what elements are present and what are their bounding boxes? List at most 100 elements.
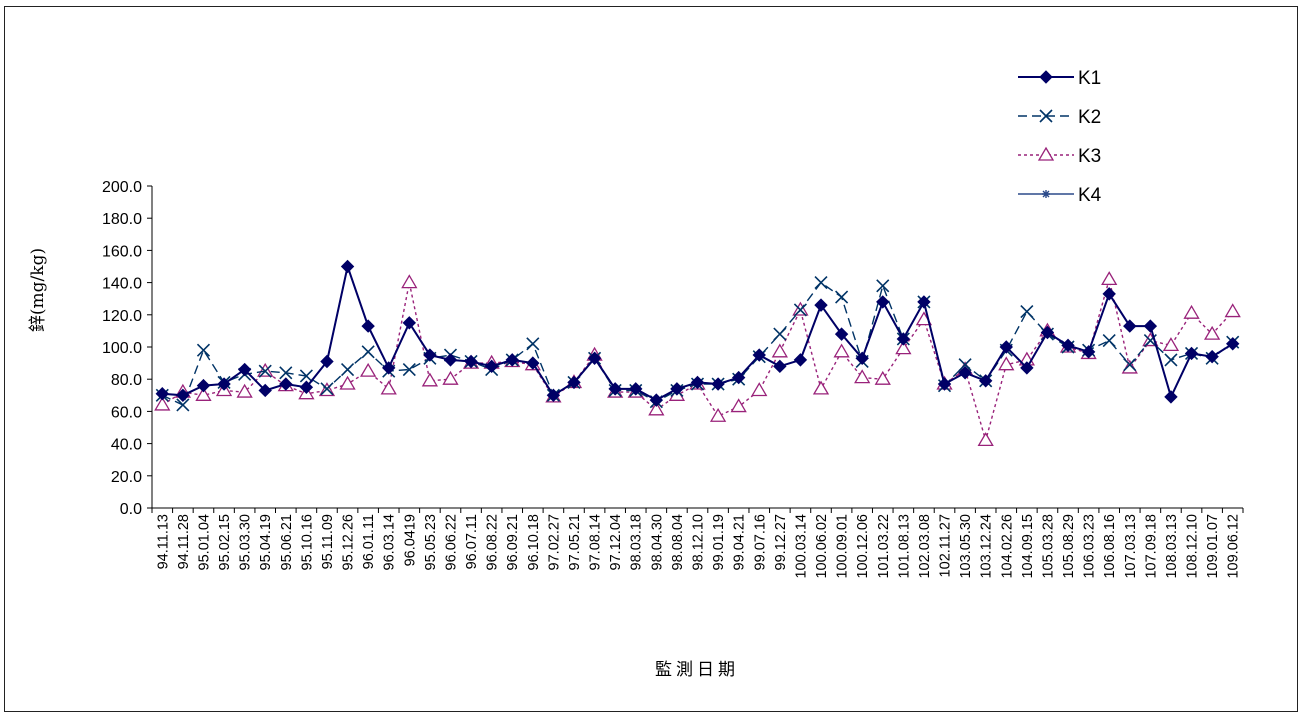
data-point (1205, 349, 1219, 364)
legend-swatch-marker (1037, 146, 1055, 161)
data-point (978, 374, 993, 388)
x-tick-label: 104.02.26 (999, 514, 1015, 579)
data-point (1183, 304, 1200, 319)
x-tick-label: 106.08.16 (1102, 514, 1118, 579)
data-point (773, 359, 787, 374)
data-point (793, 303, 807, 317)
data-point (814, 298, 828, 312)
legend-label: K4 (1078, 185, 1102, 206)
x-tick-label: 109.01.07 (1205, 514, 1221, 579)
data-point (299, 369, 313, 383)
data-point (1061, 338, 1075, 353)
data-point (442, 370, 459, 385)
y-tick-label: 140.0 (102, 276, 142, 293)
data-point (340, 259, 355, 274)
x-tick-label: 99.01.19 (711, 514, 727, 570)
x-axis-title: 監測日期 (655, 660, 739, 680)
data-point (361, 345, 375, 359)
data-point (401, 274, 418, 289)
x-tick-label: 96.0419 (402, 514, 418, 566)
data-point (752, 348, 766, 362)
data-point (361, 319, 375, 333)
data-point (835, 290, 849, 304)
data-point (854, 369, 871, 384)
data-point (629, 382, 643, 396)
y-tick-label: 100.0 (102, 340, 142, 357)
y-tick-label: 0.0 (120, 501, 142, 518)
data-point (1184, 346, 1199, 361)
x-tick-label: 97.05.21 (567, 514, 583, 570)
data-point (812, 380, 830, 395)
x-tick-label: 97.08.14 (588, 514, 604, 570)
x-tick-label: 98.03.18 (629, 514, 645, 570)
y-tick-label: 180.0 (102, 211, 142, 228)
x-tick-label: 94.11.28 (176, 514, 192, 569)
x-tick-label: 99.12.27 (773, 514, 789, 570)
x-tick-label: 95.03.30 (238, 514, 254, 570)
data-point (1143, 319, 1158, 333)
y-axis-title: 鋅(mg/kg) (28, 248, 48, 332)
data-point (814, 276, 828, 290)
data-point (773, 327, 787, 341)
data-point (236, 383, 253, 398)
data-point (443, 353, 458, 367)
data-point (1102, 333, 1116, 348)
data-point (382, 361, 396, 375)
data-point (464, 354, 478, 369)
x-tick-label: 95.02.15 (217, 514, 233, 570)
x-tick-label: 96.08.22 (485, 514, 501, 570)
data-point (771, 343, 788, 358)
data-point (1226, 337, 1240, 351)
data-point (196, 343, 211, 357)
y-tick-label: 120.0 (102, 308, 142, 325)
legend: K1 K2 K3 K4 (1018, 68, 1102, 206)
data-point (876, 279, 890, 293)
data-point (1102, 287, 1116, 301)
y-tick-label: 60.0 (111, 404, 142, 421)
x-tick-label: 107.03.13 (1123, 514, 1139, 579)
x-tick-label: 99.04.21 (732, 514, 748, 570)
x-tick-label: 100.03.14 (793, 514, 809, 579)
data-point (1020, 361, 1034, 375)
data-point (339, 375, 356, 390)
data-point (874, 370, 891, 385)
data-point (833, 343, 850, 358)
x-tick-label: 100.09.01 (835, 514, 851, 579)
data-point (876, 295, 890, 309)
data-point (711, 377, 725, 391)
y-tick-label: 160.0 (102, 243, 142, 260)
x-tick-label: 105.08.29 (1061, 514, 1077, 579)
data-point (340, 362, 355, 377)
data-point (998, 356, 1015, 371)
data-point (176, 388, 190, 403)
legend-swatch-marker (1042, 190, 1050, 198)
data-point (895, 340, 912, 355)
data-point (793, 353, 808, 367)
x-tick-label: 96.10.18 (526, 514, 542, 570)
x-tick-label: 105.03.28 (1040, 514, 1056, 579)
x-tick-label: 96.01.11 (361, 514, 377, 569)
x-tick-label: 94.11.13 (155, 514, 171, 569)
data-point (608, 382, 622, 396)
x-tick-label: 96.07.11 (464, 514, 480, 569)
data-point (1224, 303, 1241, 318)
data-point (958, 358, 972, 372)
legend-label: K3 (1078, 146, 1101, 167)
data-point (1164, 353, 1178, 367)
data-point (1020, 305, 1034, 319)
data-point (402, 362, 416, 377)
data-point (484, 359, 499, 374)
data-point (730, 398, 747, 413)
data-point (1040, 325, 1055, 340)
data-point (279, 377, 293, 391)
x-tick-label: 95.05.23 (423, 514, 439, 570)
data-point (958, 366, 972, 380)
data-point (751, 382, 768, 397)
data-point (526, 337, 540, 351)
x-tick-label: 107.09.18 (1143, 514, 1159, 579)
x-tick-label: 103.05.30 (958, 514, 974, 579)
data-point (320, 354, 334, 369)
x-tick-label: 103.12.24 (979, 514, 995, 579)
legend-swatch-marker (1039, 109, 1053, 123)
